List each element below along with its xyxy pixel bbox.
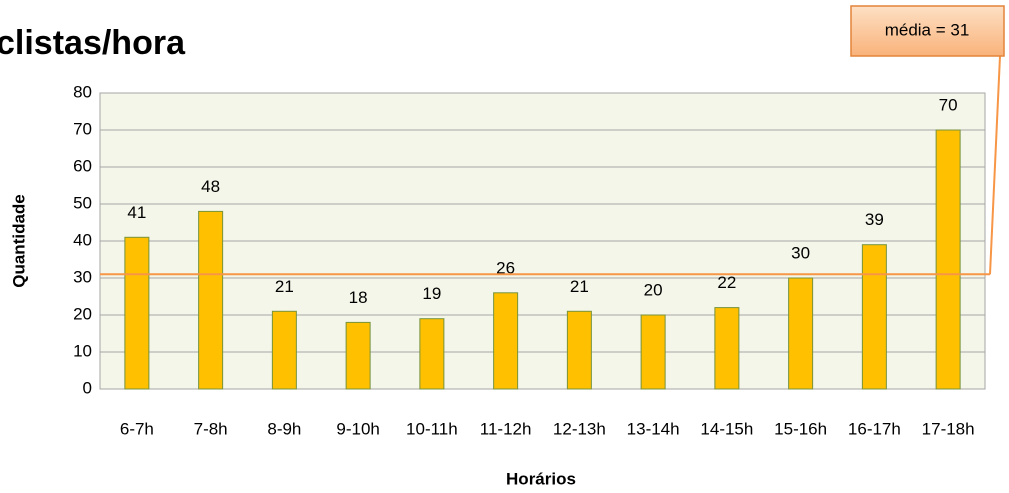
y-tick-label: 60 bbox=[73, 156, 92, 175]
data-label: 21 bbox=[275, 277, 294, 296]
data-label: 30 bbox=[791, 243, 810, 262]
x-tick-label: 14-15h bbox=[700, 419, 753, 438]
y-tick-label: 20 bbox=[73, 304, 92, 323]
data-label: 48 bbox=[201, 177, 220, 196]
y-axis-title: Quantidade bbox=[9, 194, 28, 288]
bar bbox=[640, 314, 666, 390]
bar bbox=[271, 310, 297, 390]
y-tick-label: 50 bbox=[73, 193, 92, 212]
x-axis-title: Horários bbox=[506, 469, 576, 488]
y-tick-label: 40 bbox=[73, 230, 92, 249]
x-tick-label: 10-11h bbox=[406, 419, 458, 438]
x-tick-label: 13-14h bbox=[627, 419, 680, 438]
annotation-text: média = 31 bbox=[885, 20, 970, 39]
data-label: 22 bbox=[717, 273, 736, 292]
data-label: 26 bbox=[496, 258, 515, 277]
data-label: 18 bbox=[349, 288, 368, 307]
y-tick-label: 10 bbox=[73, 341, 92, 360]
x-tick-label: 16-17h bbox=[848, 419, 901, 438]
bar bbox=[419, 318, 445, 390]
bar bbox=[788, 277, 814, 390]
data-label: 70 bbox=[939, 95, 958, 114]
bar bbox=[198, 210, 224, 390]
x-tick-label: 17-18h bbox=[922, 419, 975, 438]
x-tick-label: 11-12h bbox=[480, 419, 532, 438]
data-label: 21 bbox=[570, 277, 589, 296]
y-tick-label: 30 bbox=[73, 267, 92, 286]
annotation-box bbox=[850, 5, 1005, 57]
x-tick-label: 7-8h bbox=[194, 419, 228, 438]
callout-leader bbox=[989, 55, 1001, 275]
y-tick-label: 70 bbox=[73, 119, 92, 138]
x-tick-label: 9-10h bbox=[336, 419, 379, 438]
data-label: 41 bbox=[127, 203, 146, 222]
y-tick-label: 0 bbox=[83, 378, 92, 397]
bar bbox=[345, 321, 371, 390]
y-tick-label: 80 bbox=[73, 82, 92, 101]
data-label: 19 bbox=[422, 284, 441, 303]
x-tick-label: 12-13h bbox=[553, 419, 606, 438]
chart-title: clistas/hora bbox=[0, 24, 186, 62]
bar bbox=[861, 244, 887, 390]
data-label: 20 bbox=[644, 280, 663, 299]
x-tick-label: 6-7h bbox=[120, 419, 154, 438]
data-label: 39 bbox=[865, 210, 884, 229]
bar bbox=[493, 292, 519, 390]
bar bbox=[935, 129, 961, 390]
bar bbox=[714, 307, 740, 390]
x-tick-label: 15-16h bbox=[774, 419, 827, 438]
bar bbox=[566, 310, 592, 390]
bar bbox=[124, 236, 150, 390]
x-tick-label: 8-9h bbox=[267, 419, 301, 438]
